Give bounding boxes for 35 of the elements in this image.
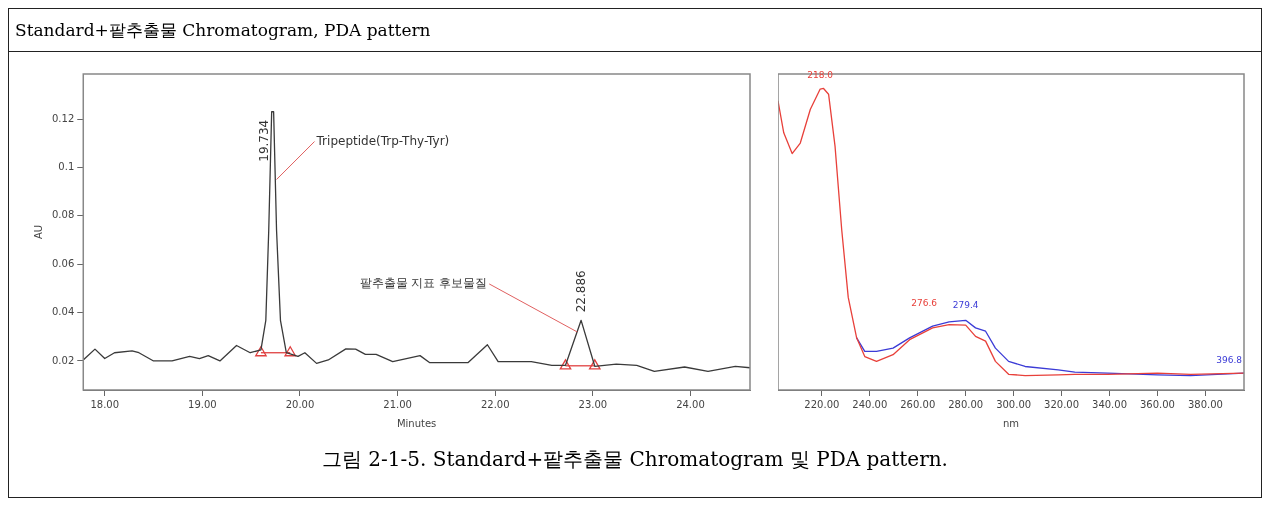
x-tick-label: 360.00 bbox=[1139, 398, 1175, 410]
annotation: 22.886 bbox=[573, 270, 588, 313]
x-tick-label: 380.00 bbox=[1187, 398, 1223, 410]
y-tick-label: 0.12 bbox=[52, 112, 75, 124]
x-tick-label: 320.00 bbox=[1044, 398, 1080, 410]
x-tick-label: 300.00 bbox=[996, 398, 1032, 410]
x-tick-label: 260.00 bbox=[900, 398, 936, 410]
x-axis-title: Minutes bbox=[396, 417, 437, 429]
x-tick-label: 220.00 bbox=[804, 398, 840, 410]
y-tick-label: 0.02 bbox=[52, 354, 75, 366]
y-tick-label: 0.1 bbox=[58, 160, 75, 172]
x-tick-label: 18.00 bbox=[90, 398, 120, 410]
annotation: 396.8 bbox=[1216, 354, 1243, 365]
x-tick-label: 22.00 bbox=[480, 398, 510, 410]
x-tick-label: 19.00 bbox=[188, 398, 217, 410]
annotation: 팥추출물 지표 후보물질 bbox=[359, 276, 488, 291]
chart-title: Standard+팥추출물 Chromatogram, PDA pattern bbox=[15, 18, 431, 42]
x-axis-title: nm bbox=[1002, 417, 1020, 429]
x-tick-label: 240.00 bbox=[852, 398, 888, 410]
annotation: 279.4 bbox=[952, 300, 979, 311]
annotation: 218.0 bbox=[807, 70, 834, 81]
annotation: 276.6 bbox=[911, 298, 938, 309]
x-tick-label: 24.00 bbox=[676, 398, 705, 410]
y-tick-label: 0.04 bbox=[52, 306, 75, 318]
y-tick-label: 0.06 bbox=[52, 257, 75, 269]
annotation: Tripeptide(Trp-Thy-Tyr) bbox=[315, 133, 450, 148]
x-tick-label: 21.00 bbox=[383, 398, 412, 410]
y-tick-label: 0.08 bbox=[52, 209, 75, 221]
caption: 그림 2-1-5. Standard+팥추출물 Chromatogram 및 PDA pattern. bbox=[321, 446, 949, 473]
x-tick-label: 20.00 bbox=[285, 398, 315, 410]
x-tick-label: 340.00 bbox=[1092, 398, 1128, 410]
x-tick-label: 280.00 bbox=[948, 398, 984, 410]
x-tick-label: 23.00 bbox=[578, 398, 608, 410]
y-axis-title: AU bbox=[32, 224, 44, 240]
annotation: 19.734 bbox=[257, 119, 272, 162]
